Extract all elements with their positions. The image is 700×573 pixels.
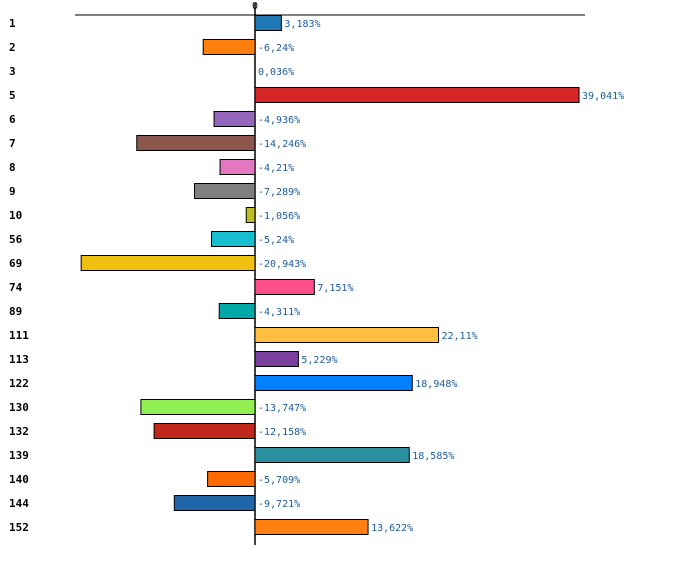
bar xyxy=(254,351,299,367)
category-label: 132 xyxy=(9,425,29,438)
value-label: 3,183% xyxy=(284,19,320,30)
bar xyxy=(254,447,410,463)
value-label: 13,622% xyxy=(371,523,413,534)
bar xyxy=(218,303,256,319)
value-label: -1,056% xyxy=(258,211,300,222)
bar xyxy=(140,399,256,415)
category-label: 1 xyxy=(9,17,16,30)
value-label: 39,041% xyxy=(582,91,624,102)
value-label: -5,24% xyxy=(258,235,294,246)
zero-tick-label: 0 xyxy=(252,1,258,12)
bar xyxy=(213,111,256,127)
bar xyxy=(254,279,315,295)
value-label: -5,709% xyxy=(258,475,300,486)
bar xyxy=(219,159,256,175)
category-label: 74 xyxy=(9,281,23,294)
category-label: 152 xyxy=(9,521,29,534)
value-label: -14,246% xyxy=(258,139,306,150)
bar xyxy=(254,87,580,103)
value-label: 18,948% xyxy=(415,379,457,390)
category-label: 122 xyxy=(9,377,29,390)
category-label: 89 xyxy=(9,305,22,318)
category-label: 111 xyxy=(9,329,29,342)
category-label: 9 xyxy=(9,185,16,198)
category-label: 130 xyxy=(9,401,29,414)
value-label: -7,289% xyxy=(258,187,300,198)
bar xyxy=(153,423,256,439)
bar xyxy=(254,375,413,391)
bars-group: 1 3,183% 2 -6,24% 3 0,036% 5 39,041% 6 -4,936% 7 -1… xyxy=(9,15,624,535)
bar xyxy=(245,207,256,223)
category-label: 7 xyxy=(9,137,16,150)
category-label: 144 xyxy=(9,497,29,510)
value-label: -6,24% xyxy=(258,43,294,54)
value-label: -4,311% xyxy=(258,307,300,318)
value-label: -4,21% xyxy=(258,163,294,174)
bar xyxy=(173,495,256,511)
value-label: 22,11% xyxy=(442,331,478,342)
bar xyxy=(194,183,256,199)
bar xyxy=(254,15,282,31)
category-label: 69 xyxy=(9,257,22,270)
value-label: 5,229% xyxy=(301,355,337,366)
value-label: 0,036% xyxy=(258,67,294,78)
bar xyxy=(207,471,256,487)
value-label: -13,747% xyxy=(258,403,306,414)
bar xyxy=(211,231,256,247)
bar xyxy=(202,39,256,55)
category-label: 56 xyxy=(9,233,23,246)
value-label: -12,158% xyxy=(258,427,306,438)
category-label: 2 xyxy=(9,41,16,54)
bar xyxy=(254,327,440,343)
value-label: -20,943% xyxy=(258,259,306,270)
category-label: 139 xyxy=(9,449,29,462)
category-label: 140 xyxy=(9,473,29,486)
bar xyxy=(254,519,369,535)
bar xyxy=(80,255,256,271)
category-label: 6 xyxy=(9,113,16,126)
category-label: 3 xyxy=(9,65,16,78)
bar xyxy=(136,135,256,151)
category-label: 5 xyxy=(9,89,16,102)
category-label: 113 xyxy=(9,353,29,366)
value-label: -4,936% xyxy=(258,115,300,126)
category-label: 8 xyxy=(9,161,16,174)
value-label: 18,585% xyxy=(412,451,454,462)
value-label: 7,151% xyxy=(317,283,353,294)
value-label: -9,721% xyxy=(258,499,300,510)
category-label: 10 xyxy=(9,209,22,222)
